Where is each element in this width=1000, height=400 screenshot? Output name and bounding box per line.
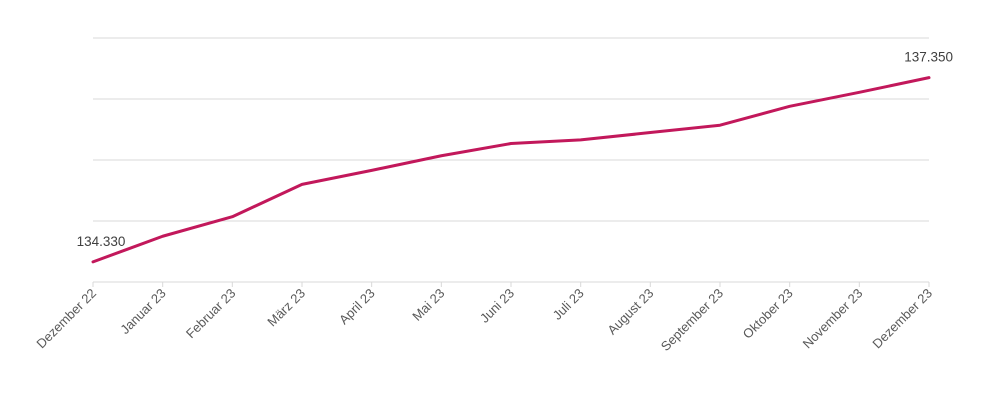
x-tick-label: Dezember 22	[33, 286, 99, 352]
data-label: 134.330	[77, 234, 126, 249]
x-tick-label: Dezember 23	[869, 286, 935, 352]
x-tick-label: April 23	[336, 286, 378, 328]
gridlines	[93, 37, 929, 222]
x-tick-label: Juni 23	[477, 286, 517, 326]
data-label: 137.350	[904, 50, 953, 65]
x-tick-label: September 23	[658, 286, 726, 354]
x-tick-label: Mai 23	[409, 286, 447, 324]
x-tick-label: Oktober 23	[740, 286, 796, 342]
x-axis: Dezember 22 Januar 23 Februar 23 März 23 Apr…	[33, 281, 935, 354]
series-layer	[91, 76, 931, 264]
data-labels: 134.330 137.350	[77, 50, 953, 249]
x-tick-label: März 23	[264, 286, 308, 330]
x-tick-label: Juli 23	[550, 286, 587, 323]
x-tick-label: Januar 23	[117, 286, 168, 337]
x-tick-label: Februar 23	[183, 286, 239, 342]
x-tick-label: August 23	[604, 286, 656, 338]
x-tick-label: November 23	[800, 286, 866, 352]
series-line	[91, 76, 931, 264]
